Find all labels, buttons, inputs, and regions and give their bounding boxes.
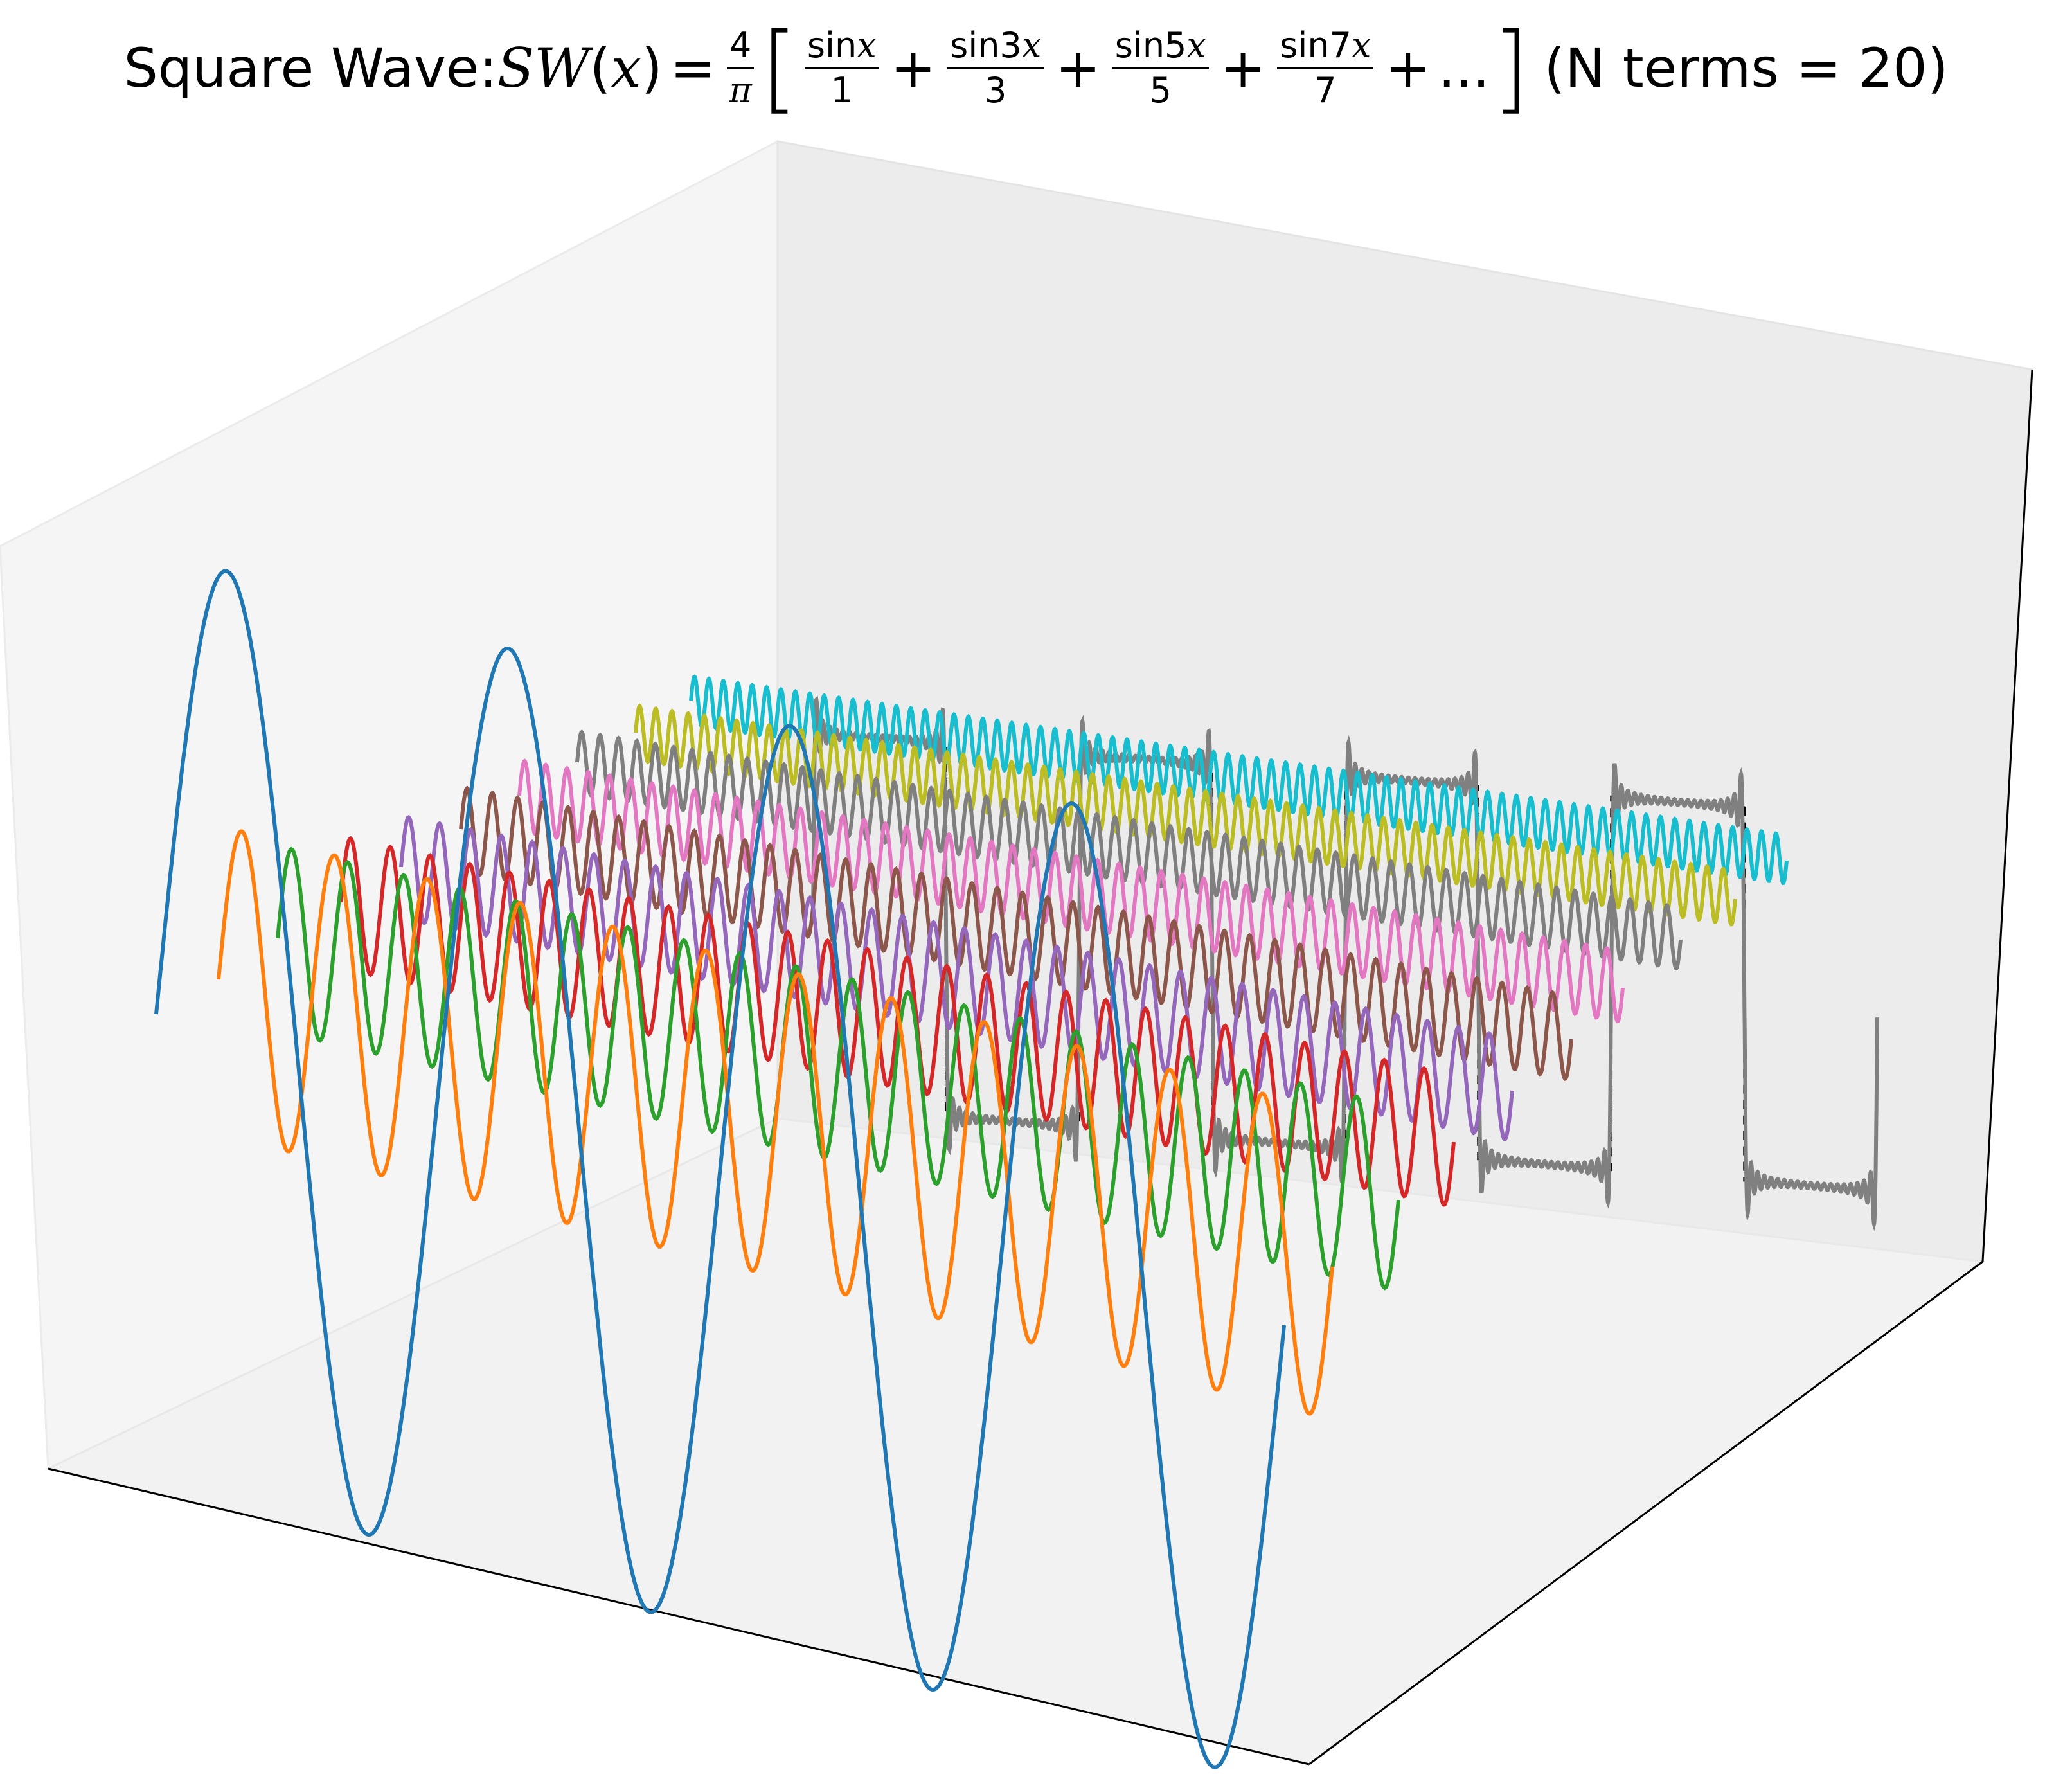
title-term-3: sin5x 5 bbox=[1112, 28, 1209, 108]
harmonic-3-line bbox=[217, 829, 1334, 1416]
harmonic-17-line bbox=[634, 703, 1737, 927]
title-plus-3: + bbox=[1220, 37, 1266, 100]
title-ellipsis: ... bbox=[1438, 37, 1490, 100]
title-term-2-num: sin3 bbox=[950, 25, 1022, 66]
title-term-4: sin7x 7 bbox=[1277, 25, 1374, 111]
title-term-1-arg: x bbox=[857, 25, 877, 66]
title-prefix: Square Wave: bbox=[123, 37, 497, 100]
series-layer bbox=[154, 569, 1879, 1769]
harmonic-13-line bbox=[517, 758, 1625, 1024]
title-suffix: (N terms = 20) bbox=[1544, 37, 1949, 100]
title-coef-num: 4 bbox=[726, 28, 755, 69]
title-term-3-arg: x bbox=[1186, 25, 1206, 66]
title-equals: = bbox=[670, 37, 715, 100]
title-term-2-den: 3 bbox=[985, 70, 1007, 111]
title-function-name: SW bbox=[497, 37, 590, 100]
title-term-3-num: sin5 bbox=[1114, 25, 1187, 66]
title-term-4-den: 7 bbox=[1314, 70, 1337, 111]
title-plus-2: + bbox=[1055, 37, 1101, 100]
title-term-1-num: sin bbox=[807, 25, 857, 66]
harmonic-7-line bbox=[339, 836, 1456, 1207]
harmonic-1-line bbox=[154, 569, 1286, 1769]
harmonic-15-line bbox=[575, 729, 1683, 971]
axes-panes bbox=[0, 139, 2033, 1766]
title-plus-4: + bbox=[1385, 37, 1431, 100]
harmonic-11-line bbox=[459, 785, 1573, 1081]
title-term-4-arg: x bbox=[1351, 25, 1371, 66]
title-term-1: sinx 1 bbox=[804, 25, 879, 111]
title-plus-1: + bbox=[890, 37, 936, 100]
x-axis-line bbox=[48, 1467, 1310, 1766]
back-pane bbox=[776, 140, 2033, 1263]
harmonic-19-line bbox=[689, 674, 1789, 886]
title-variable: x bbox=[611, 37, 641, 100]
harmonic-5-line bbox=[276, 846, 1400, 1291]
title-term-2: sin3x 3 bbox=[947, 28, 1044, 108]
y-axis-line bbox=[1308, 1260, 1983, 1766]
axis-lines bbox=[48, 369, 2033, 1766]
title-term-4-num: sin7 bbox=[1280, 25, 1352, 66]
chart-title: Square Wave: SW (x) = 4 π [ sinx 1 + sin… bbox=[123, 12, 1949, 124]
title-coef-den: π bbox=[729, 70, 752, 111]
title-term-3-den: 5 bbox=[1149, 70, 1172, 111]
title-coefficient: 4 π bbox=[726, 28, 755, 111]
title-term-1-den: 1 bbox=[830, 70, 853, 111]
title-term-2-arg: x bbox=[1021, 25, 1042, 66]
z-axis-line bbox=[1981, 369, 2033, 1262]
